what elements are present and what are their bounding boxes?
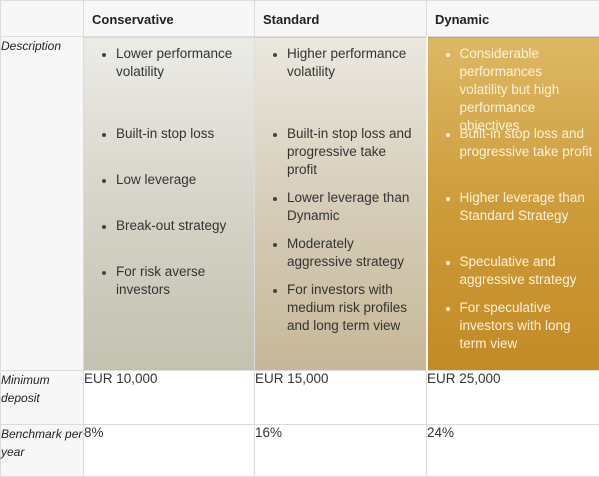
feature-item: Break-out strategy	[102, 217, 248, 235]
feature-item: For risk averse investors	[102, 263, 248, 299]
description-row: Description Lower performance volatility…	[0, 36, 599, 371]
feature-item: Built-in stop loss and progressive take …	[445, 126, 593, 159]
minimum-deposit-row: Minimum deposit EUR 10,000 EUR 15,000 EU…	[0, 370, 599, 425]
feature-item: Higher leverage than Standard Strategy	[445, 189, 593, 225]
feature-item: Higher performance volatility	[273, 45, 420, 81]
header-corner-cell	[0, 0, 84, 37]
feature-item: For speculative investors with long term…	[445, 299, 593, 353]
feature-item: Lower leverage than Dynamic	[273, 189, 420, 225]
benchmark-row: Benchmark per year 8% 16% 24%	[0, 424, 599, 477]
feature-item: Speculative and aggressive strategy	[445, 253, 593, 289]
column-header-conservative: Conservative	[83, 0, 255, 37]
feature-item: Built-in stop loss	[102, 125, 248, 143]
feature-list-conservative: Lower performance volatility Built-in st…	[84, 37, 254, 370]
minimum-deposit-conservative: EUR 10,000	[83, 370, 255, 425]
feature-list-dynamic: Considerable performances volatility but…	[428, 37, 599, 370]
benchmark-dynamic: 24%	[426, 424, 599, 477]
row-label-benchmark: Benchmark per year	[0, 424, 84, 477]
description-cell-dynamic: Considerable performances volatility but…	[425, 36, 599, 371]
feature-item: For investors with medium risk profiles …	[273, 281, 420, 335]
feature-item: Low leverage	[102, 171, 248, 189]
description-cell-conservative: Lower performance volatility Built-in st…	[83, 36, 255, 371]
feature-list-standard: Higher performance volatility Built-in s…	[255, 37, 426, 370]
benchmark-standard: 16%	[254, 424, 427, 477]
feature-item: Lower performance volatility	[102, 45, 248, 81]
feature-item: Considerable performances volatility but…	[445, 45, 593, 135]
row-label-description: Description	[0, 36, 84, 371]
feature-item: Moderately aggressive strategy	[273, 235, 420, 271]
minimum-deposit-standard: EUR 15,000	[254, 370, 427, 425]
column-header-dynamic: Dynamic	[426, 0, 599, 37]
row-label-minimum-deposit: Minimum deposit	[0, 370, 84, 425]
column-header-standard: Standard	[254, 0, 427, 37]
benchmark-conservative: 8%	[83, 424, 255, 477]
feature-item: Built-in stop loss and progressive take …	[273, 125, 420, 179]
header-row: Conservative Standard Dynamic	[0, 0, 599, 37]
description-cell-standard: Higher performance volatility Built-in s…	[254, 36, 427, 371]
minimum-deposit-dynamic: EUR 25,000	[426, 370, 599, 425]
